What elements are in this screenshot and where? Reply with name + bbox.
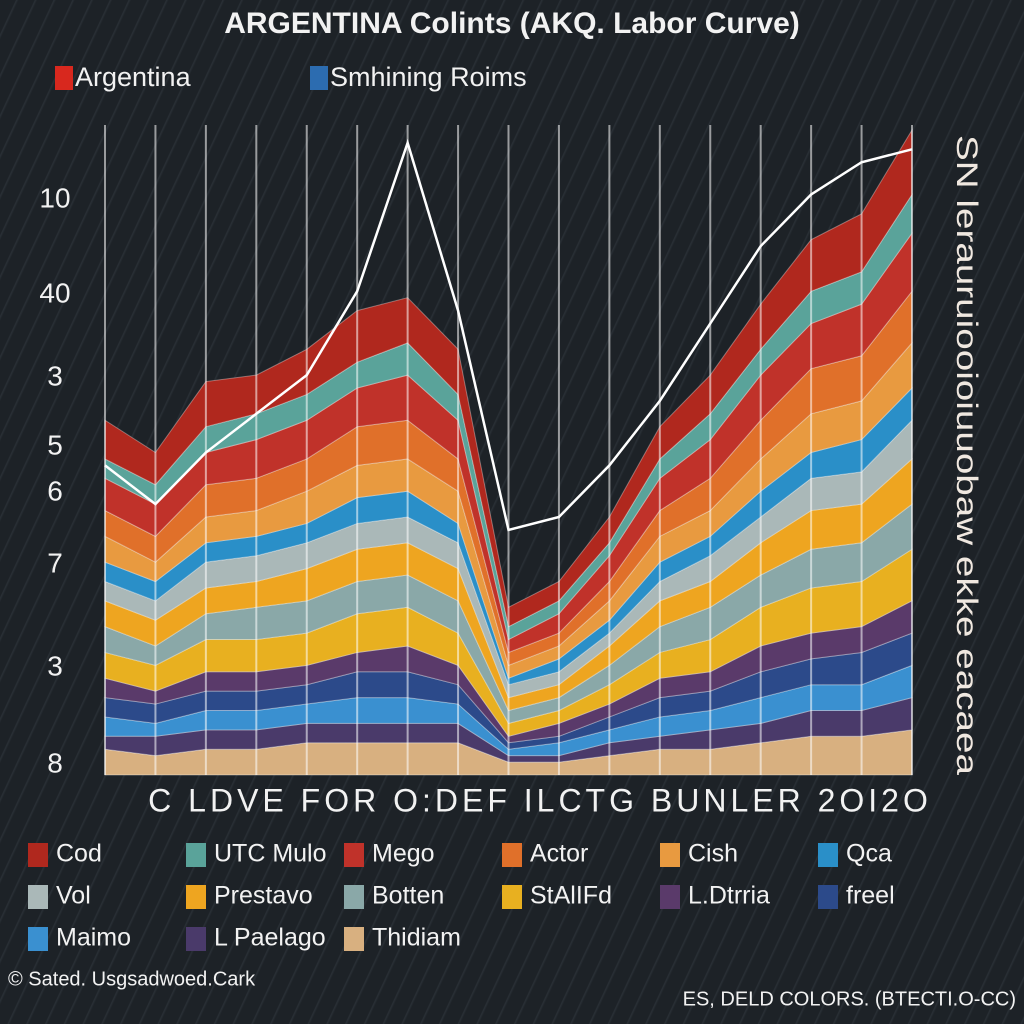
legend-label: freel [846,882,895,910]
legend-swatch [660,885,680,909]
footer-left: © Sated. Usgsadwoed.Cark [8,968,256,990]
legend-label: StAlIFd [530,882,612,910]
legend-swatch [502,885,522,909]
y-label: 10 [39,182,70,213]
y-label: 7 [47,547,63,578]
legend-swatch [28,843,48,867]
plot [104,128,913,776]
legend-label: Vol [56,882,91,910]
legend-swatch [186,885,206,909]
legend-swatch [502,843,522,867]
legend-swatch [344,927,364,951]
legend-swatch [186,843,206,867]
y-label: 3 [47,360,63,391]
legend-label: Cish [688,840,738,868]
legend-label: Prestavo [214,882,313,910]
legend-label: L.Dtrria [688,882,770,910]
legend-swatch [28,885,48,909]
legend-label: Cod [56,840,102,868]
x-axis-label: C LDVE FOR O:DEF ILCTG BUNLER 2OI2O [148,782,932,818]
legend-swatch [660,843,680,867]
legend-swatch [818,843,838,867]
legend-label: Argentina [75,62,192,92]
legend-swatch [186,927,206,951]
legend-swatch [818,885,838,909]
y-label: 3 [47,650,63,681]
legend-label: Actor [530,840,588,868]
legend-swatch [310,66,328,90]
chart-title: ARGENTINA Colints (AKQ. Labor Curve) [224,7,800,40]
y-label: 40 [39,277,70,308]
legend-label: Mego [372,840,435,868]
legend-label: UTC Mulo [214,840,327,868]
legend-swatch [28,927,48,951]
legend-label: Smhining Roims [330,62,527,92]
side-label: SN lerauruiooioiuuobaw ekke eacaea [950,135,983,775]
y-label: 6 [47,475,63,506]
legend-swatch [344,843,364,867]
line [104,138,913,532]
footer-right: ES, DELD COLORS. (BTECTI.O-CC) [683,988,1016,1010]
legend-label: Maimo [56,924,131,952]
legend-label: L Paelago [214,924,326,952]
legend-label: Thidiam [372,924,461,952]
legend-swatch [55,66,73,90]
y-label: 5 [47,429,63,460]
legend-label: Qca [846,840,892,868]
legend-label: Botten [372,882,444,910]
legend-swatch [344,885,364,909]
y-label: 8 [47,747,63,778]
